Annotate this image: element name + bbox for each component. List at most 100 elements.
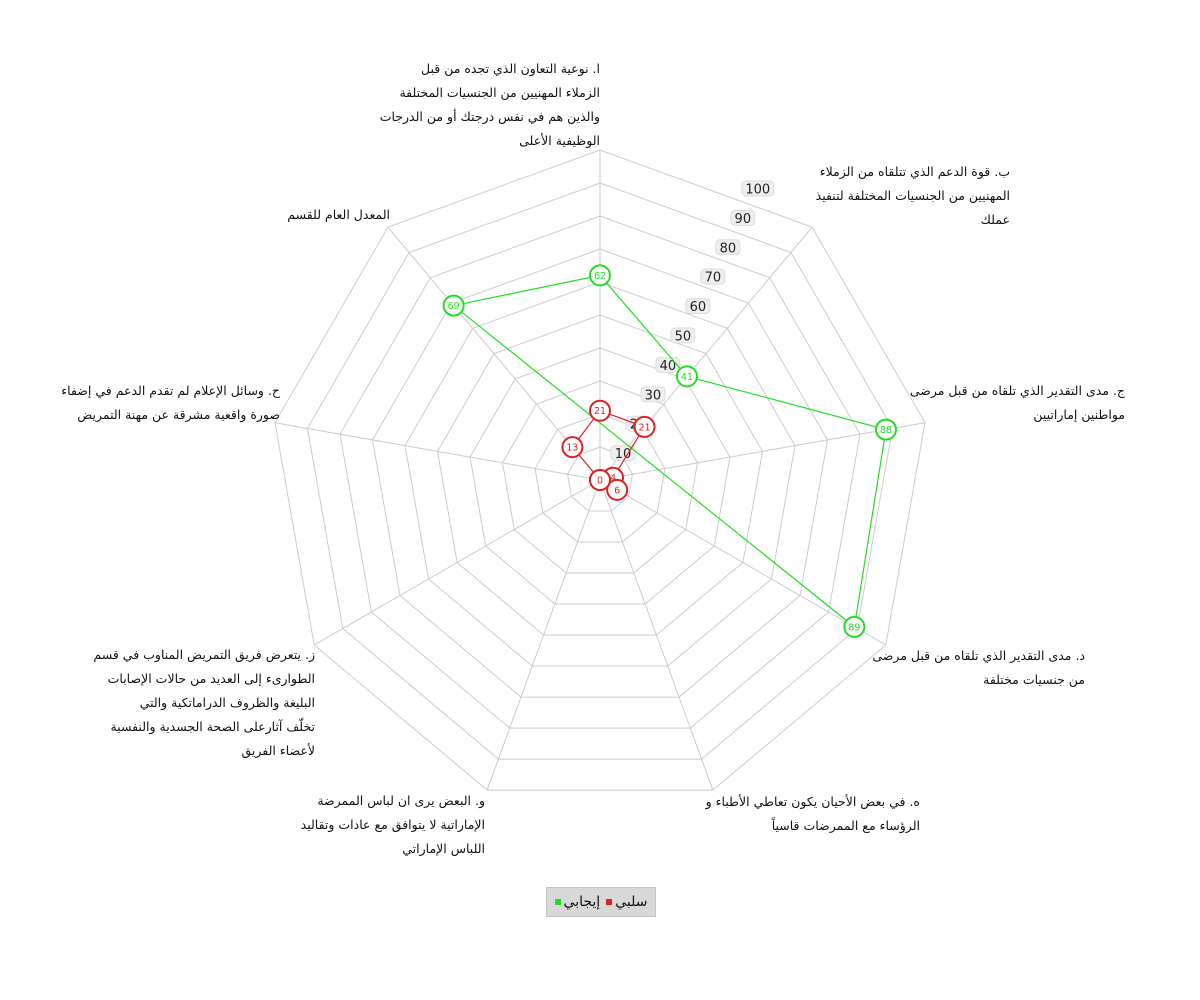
legend-item-positive[interactable]: إيجابي	[554, 894, 601, 910]
series-0-value-3: 89	[848, 622, 860, 633]
tick-bg-90	[730, 209, 756, 226]
series-0-segment	[599, 275, 688, 377]
axis-label-line: الرؤساء مع الممرضات قاسياً	[771, 818, 920, 833]
series-0-point-2	[874, 418, 897, 441]
series-layer: 62 41 88 89 69 21 21 4 60 0 13	[442, 264, 897, 638]
axis-label-d: د. مدى التقدير الذي تلقاه من قبل مرضى من …	[872, 644, 1085, 692]
series-0-point-3	[843, 615, 866, 638]
spoke-1	[599, 226, 813, 481]
series-0-segment	[686, 375, 887, 431]
legend-swatch-negative	[606, 899, 613, 905]
axis-label-line: صورة واقعية مشرقة عن مهنة التمريض	[77, 407, 280, 422]
axis-label-line: لأعضاء الفريق	[241, 743, 316, 758]
axis-label-line: الطوارىء إلى العديد من حالات الإصابات	[107, 671, 315, 686]
axis-label-line: ب. قوة الدعم الذي تتلقاه من الزملاء	[819, 164, 1010, 179]
spoke-5	[486, 479, 601, 791]
series-1-point-3	[606, 478, 629, 501]
axis-label-a: ا. نوعية التعاون الذي تجده من قبل الزملاء…	[380, 57, 600, 153]
axis-label-line: و. البعض يرى ان لباس الممرضة	[317, 793, 485, 808]
axis-label-line: البليغة والظروف الدراماتكية والتي	[139, 695, 315, 710]
axis-label-b: ب. قوة الدعم الذي تتلقاه من الزملاء المهن…	[795, 160, 1010, 232]
series-0-value-2: 88	[880, 425, 892, 436]
tick-bg-80	[715, 239, 741, 256]
tick-bg-60	[685, 298, 711, 315]
series-0-value-1: 41	[681, 372, 693, 383]
grid-ring-30	[501, 380, 699, 574]
axis-label-line: د. مدى التقدير الذي تلقاه من قبل مرضى	[872, 648, 1085, 663]
radar-grid	[274, 149, 926, 791]
series-0-point-0	[589, 264, 611, 287]
legend-swatch-positive	[554, 899, 561, 905]
grid-ring-40	[469, 347, 731, 605]
axis-label-e: ه. في بعض الأحيان يكون تعاطي الأطباء و ال…	[705, 790, 920, 838]
series-1-point-0	[589, 399, 611, 422]
grid-ring-60	[404, 281, 796, 667]
tick-label-10: 10	[615, 447, 632, 462]
tick-label-80: 80	[720, 241, 737, 256]
series-1-value-0: 21	[594, 406, 606, 417]
series-0-segment	[453, 305, 855, 628]
tick-label-70: 70	[705, 271, 722, 286]
series-0-segment	[453, 274, 601, 307]
axis-label-line: المهنيين من الجنسيات المختلفة لتنفيذ	[815, 188, 1010, 203]
series-1-value-3: 6	[614, 485, 620, 496]
series-0-value-8: 69	[448, 301, 460, 312]
grid-ring-100	[274, 149, 926, 791]
series-1-value-8: 13	[566, 443, 578, 454]
axis-label-line: ا. نوعية التعاون الذي تجده من قبل	[421, 61, 600, 76]
axis-label-line: المعدل العام للقسم	[287, 207, 390, 222]
axis-label-c: ج. مدى التقدير الذي تلقاه من قبل مرضى موا…	[909, 379, 1125, 427]
tick-bg-30	[640, 386, 666, 403]
axis-label-i: المعدل العام للقسم	[270, 203, 390, 227]
series-1: 2121460013	[561, 399, 656, 501]
tick-label-40: 40	[660, 359, 677, 374]
series-0: 62 41 88 89 69	[442, 264, 897, 638]
radial-tick-labels: 102030405060708090100	[610, 180, 775, 462]
spoke-8	[387, 226, 601, 481]
series-1-value-7: 0	[597, 476, 603, 487]
grid-ring-80	[339, 215, 861, 729]
series-0-point-1	[675, 365, 698, 388]
series-1-point-7	[589, 469, 611, 491]
series-0-value-0: 62	[594, 271, 606, 282]
tick-label-30: 30	[645, 388, 662, 403]
axis-label-line: الإماراتية لا يتوافق مع عادات وتقاليد	[300, 817, 485, 832]
series-0-segment	[853, 429, 887, 627]
tick-label-90: 90	[735, 212, 752, 227]
axis-label-f: و. البعض يرى ان لباس الممرضة الإماراتية ل…	[280, 789, 485, 861]
series-1-value-2: 4	[610, 473, 616, 484]
tick-label-100: 100	[745, 182, 770, 197]
axis-label-line: الوظيفية الأعلى	[519, 133, 600, 148]
tick-bg-50	[670, 327, 696, 344]
grid-ring-70	[371, 248, 829, 698]
axis-label-line: من جنسيات مختلفة	[983, 672, 1085, 687]
series-0-point-8	[442, 294, 465, 317]
series-1-point-8	[561, 436, 584, 459]
legend-label-negative: سلبي	[615, 894, 648, 910]
tick-label-60: 60	[690, 300, 707, 315]
axis-label-line: ز. يتعرض فريق التمريض المناوب في قسم	[93, 647, 315, 662]
grid-ring-90	[306, 182, 894, 760]
tick-bg-100	[741, 180, 775, 197]
series-1-point-1	[633, 415, 656, 438]
grid-ring-50	[436, 314, 764, 636]
tick-bg-70	[700, 268, 726, 285]
legend-label-positive: إيجابي	[563, 894, 601, 910]
axis-label-line: اللباس الإماراتي	[402, 841, 485, 856]
spoke-2	[599, 422, 926, 481]
grid-ring-20	[534, 413, 666, 543]
tick-label-50: 50	[675, 329, 692, 344]
axis-label-line: تخلّف آثارعلى الصحة الجسدية والنفسية	[110, 719, 315, 734]
axis-label-line: الزملاء المهنيين من الجنسيات المختلفة	[399, 85, 600, 100]
axis-label-h: ح. وسائل الإعلام لم تقدم الدعم في إضفاء ص…	[60, 379, 280, 427]
axis-label-line: والذين هم في نفس درجتك أو من الدرجات	[379, 109, 600, 124]
axis-label-line: عملك	[980, 212, 1010, 227]
spoke-7	[274, 422, 601, 481]
axis-label-line: ح. وسائل الإعلام لم تقدم الدعم في إضفاء	[61, 383, 280, 398]
axis-label-line: ج. مدى التقدير الذي تلقاه من قبل مرضى	[909, 383, 1125, 398]
legend-item-negative[interactable]: سلبي	[606, 894, 647, 910]
spoke-4	[599, 479, 714, 791]
spoke-6	[313, 479, 601, 646]
spoke-3	[599, 479, 887, 646]
